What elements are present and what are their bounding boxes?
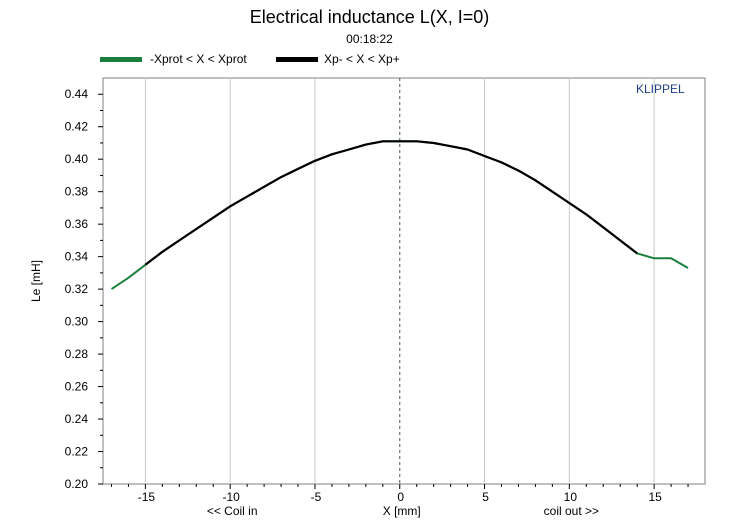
y-tick-label: 0.22 <box>65 445 89 459</box>
y-tick-label: 0.20 <box>65 477 89 491</box>
y-tick-label: 0.26 <box>65 380 89 394</box>
x-note-left: << Coil in <box>207 504 258 518</box>
y-tick-label: 0.42 <box>65 120 89 134</box>
x-tick-label: 0 <box>397 490 404 504</box>
y-tick-label: 0.28 <box>65 347 89 361</box>
x-tick-label: -15 <box>138 490 156 504</box>
x-tick-label: 5 <box>482 490 489 504</box>
y-tick-label: 0.34 <box>65 250 89 264</box>
chart-title: Electrical inductance L(X, I=0) <box>249 7 490 27</box>
y-tick-label: 0.32 <box>65 282 89 296</box>
plot-area <box>102 77 706 485</box>
chart-subtitle: 00:18:22 <box>346 32 393 46</box>
legend-label-green: -Xprot < X < Xprot <box>150 52 247 66</box>
x-tick-label: -10 <box>223 490 241 504</box>
y-axis-label: Le [mH] <box>29 260 43 302</box>
x-note-right: coil out >> <box>544 504 599 518</box>
y-tick-label: 0.38 <box>65 185 89 199</box>
y-tick-label: 0.44 <box>65 87 89 101</box>
y-tick-label: 0.40 <box>65 152 89 166</box>
x-tick-label: 15 <box>648 490 662 504</box>
x-axis-label: X [mm] <box>383 504 421 518</box>
legend-swatch-green <box>100 57 142 62</box>
y-tick-label: 0.30 <box>65 315 89 329</box>
brand-label: KLIPPEL <box>636 82 685 96</box>
legend-label-black: Xp- < X < Xp+ <box>324 52 400 66</box>
legend-swatch-black <box>276 57 318 62</box>
y-tick-label: 0.24 <box>65 412 89 426</box>
x-tick-label: 10 <box>564 490 578 504</box>
y-tick-label: 0.36 <box>65 217 89 231</box>
series-line-1 <box>144 140 638 266</box>
x-tick-label: -5 <box>311 490 322 504</box>
